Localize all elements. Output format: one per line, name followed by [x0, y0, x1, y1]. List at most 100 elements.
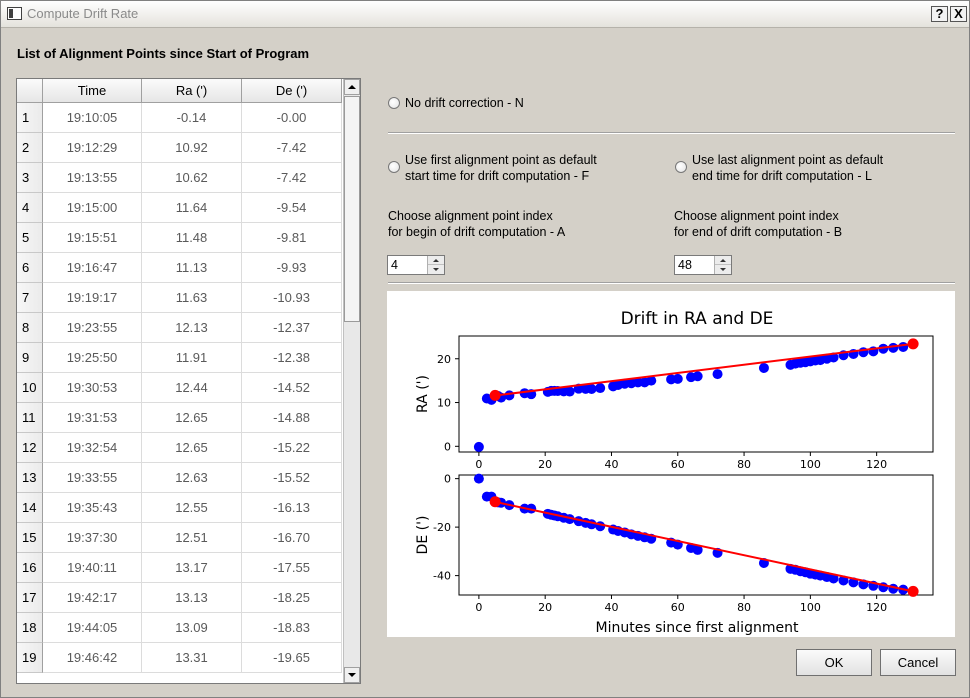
cell-time[interactable]: 19:13:55	[43, 163, 142, 193]
cell-ra[interactable]: 10.62	[142, 163, 242, 193]
cell-ra[interactable]: -0.14	[142, 103, 242, 133]
row-header[interactable]: 17	[17, 583, 43, 613]
no-drift-radio[interactable]	[388, 97, 400, 109]
cell-time[interactable]: 19:33:55	[43, 463, 142, 493]
cell-de[interactable]: -14.52	[242, 373, 342, 403]
table-corner[interactable]	[17, 79, 43, 103]
cell-time[interactable]: 19:25:50	[43, 343, 142, 373]
cell-ra[interactable]: 12.44	[142, 373, 242, 403]
column-header-de[interactable]: De (')	[242, 79, 342, 103]
table-row[interactable]: 6 19:16:47 11.13 -9.93	[17, 253, 343, 283]
cell-ra[interactable]: 12.63	[142, 463, 242, 493]
cell-ra[interactable]: 12.13	[142, 313, 242, 343]
cell-de[interactable]: -9.81	[242, 223, 342, 253]
column-header-ra[interactable]: Ra (')	[142, 79, 242, 103]
scroll-down-arrow-icon[interactable]	[344, 667, 360, 683]
row-header[interactable]: 16	[17, 553, 43, 583]
first-point-default-radio[interactable]	[388, 161, 400, 173]
cell-ra[interactable]: 13.13	[142, 583, 242, 613]
cell-time[interactable]: 19:31:53	[43, 403, 142, 433]
row-header[interactable]: 9	[17, 343, 43, 373]
end-index-down-arrow-icon[interactable]	[715, 265, 731, 274]
table-row[interactable]: 5 19:15:51 11.48 -9.81	[17, 223, 343, 253]
table-row[interactable]: 10 19:30:53 12.44 -14.52	[17, 373, 343, 403]
cell-de[interactable]: -17.55	[242, 553, 342, 583]
cell-ra[interactable]: 11.48	[142, 223, 242, 253]
row-header[interactable]: 18	[17, 613, 43, 643]
cell-de[interactable]: -15.22	[242, 433, 342, 463]
row-header[interactable]: 19	[17, 643, 43, 673]
row-header[interactable]: 3	[17, 163, 43, 193]
begin-index-up-arrow-icon[interactable]	[428, 256, 444, 265]
cell-time[interactable]: 19:46:42	[43, 643, 142, 673]
cell-ra[interactable]: 11.63	[142, 283, 242, 313]
row-header[interactable]: 11	[17, 403, 43, 433]
cell-time[interactable]: 19:19:17	[43, 283, 142, 313]
cell-de[interactable]: -19.65	[242, 643, 342, 673]
begin-index-value[interactable]: 4	[391, 258, 398, 272]
cell-de[interactable]: -12.38	[242, 343, 342, 373]
row-header[interactable]: 6	[17, 253, 43, 283]
row-header[interactable]: 13	[17, 463, 43, 493]
cell-time[interactable]: 19:12:29	[43, 133, 142, 163]
begin-index-down-arrow-icon[interactable]	[428, 265, 444, 274]
row-header[interactable]: 12	[17, 433, 43, 463]
table-row[interactable]: 15 19:37:30 12.51 -16.70	[17, 523, 343, 553]
cell-time[interactable]: 19:40:11	[43, 553, 142, 583]
table-row[interactable]: 12 19:32:54 12.65 -15.22	[17, 433, 343, 463]
cell-ra[interactable]: 13.17	[142, 553, 242, 583]
end-index-spinbox[interactable]: 48	[674, 255, 732, 275]
table-row[interactable]: 1 19:10:05 -0.14 -0.00	[17, 103, 343, 133]
close-button[interactable]: X	[950, 6, 967, 22]
cell-ra[interactable]: 12.55	[142, 493, 242, 523]
help-button[interactable]: ?	[931, 6, 948, 22]
cell-time[interactable]: 19:32:54	[43, 433, 142, 463]
end-index-up-arrow-icon[interactable]	[715, 256, 731, 265]
cell-de[interactable]: -0.00	[242, 103, 342, 133]
last-point-default-radio[interactable]	[675, 161, 687, 173]
begin-index-spinbox[interactable]: 4	[387, 255, 445, 275]
cell-de[interactable]: -16.13	[242, 493, 342, 523]
table-row[interactable]: 4 19:15:00 11.64 -9.54	[17, 193, 343, 223]
table-row[interactable]: 9 19:25:50 11.91 -12.38	[17, 343, 343, 373]
cell-time[interactable]: 19:10:05	[43, 103, 142, 133]
cell-ra[interactable]: 12.65	[142, 403, 242, 433]
ok-button[interactable]: OK	[796, 649, 872, 676]
cell-ra[interactable]: 13.31	[142, 643, 242, 673]
cell-time[interactable]: 19:16:47	[43, 253, 142, 283]
cell-ra[interactable]: 11.13	[142, 253, 242, 283]
row-header[interactable]: 10	[17, 373, 43, 403]
scroll-up-arrow-icon[interactable]	[344, 79, 360, 95]
table-row[interactable]: 14 19:35:43 12.55 -16.13	[17, 493, 343, 523]
table-row[interactable]: 2 19:12:29 10.92 -7.42	[17, 133, 343, 163]
cell-time[interactable]: 19:35:43	[43, 493, 142, 523]
table-vertical-scrollbar[interactable]	[343, 79, 360, 683]
cell-ra[interactable]: 11.64	[142, 193, 242, 223]
cell-time[interactable]: 19:15:00	[43, 193, 142, 223]
row-header[interactable]: 5	[17, 223, 43, 253]
end-index-value[interactable]: 48	[678, 258, 692, 272]
row-header[interactable]: 2	[17, 133, 43, 163]
cell-ra[interactable]: 11.91	[142, 343, 242, 373]
cell-time[interactable]: 19:30:53	[43, 373, 142, 403]
cell-de[interactable]: -9.93	[242, 253, 342, 283]
cell-de[interactable]: -7.42	[242, 163, 342, 193]
cancel-button[interactable]: Cancel	[880, 649, 956, 676]
cell-time[interactable]: 19:37:30	[43, 523, 142, 553]
cell-de[interactable]: -18.83	[242, 613, 342, 643]
cell-time[interactable]: 19:15:51	[43, 223, 142, 253]
row-header[interactable]: 4	[17, 193, 43, 223]
row-header[interactable]: 15	[17, 523, 43, 553]
table-row[interactable]: 17 19:42:17 13.13 -18.25	[17, 583, 343, 613]
table-row[interactable]: 11 19:31:53 12.65 -14.88	[17, 403, 343, 433]
cell-ra[interactable]: 13.09	[142, 613, 242, 643]
cell-de[interactable]: -12.37	[242, 313, 342, 343]
cell-ra[interactable]: 12.65	[142, 433, 242, 463]
cell-time[interactable]: 19:42:17	[43, 583, 142, 613]
table-row[interactable]: 19 19:46:42 13.31 -19.65	[17, 643, 343, 673]
table-row[interactable]: 7 19:19:17 11.63 -10.93	[17, 283, 343, 313]
scrollbar-thumb[interactable]	[344, 96, 360, 322]
row-header[interactable]: 1	[17, 103, 43, 133]
table-row[interactable]: 13 19:33:55 12.63 -15.52	[17, 463, 343, 493]
cell-de[interactable]: -7.42	[242, 133, 342, 163]
